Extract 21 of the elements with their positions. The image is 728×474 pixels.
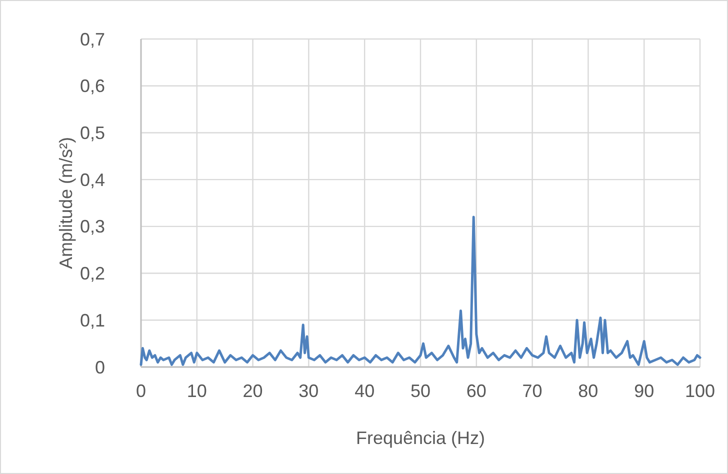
y-tick-label: 0,5: [80, 123, 105, 144]
x-tick-label: 70: [522, 381, 542, 401]
x-tick-label: 90: [634, 381, 654, 401]
x-tick-label: 10: [186, 381, 207, 401]
x-tick-label: 30: [298, 381, 319, 401]
x-axis-title: Frequência (Hz): [356, 428, 486, 448]
x-tick-label: 50: [410, 381, 431, 401]
y-tick-label: 0,3: [80, 216, 105, 237]
y-tick-label: 0,4: [80, 170, 105, 190]
y-tick-label: 0,6: [80, 76, 105, 96]
x-tick-label: 0: [136, 381, 146, 401]
y-tick-label: 0,1: [80, 310, 105, 330]
y-tick-label: 0,7: [80, 29, 105, 50]
x-tick-label: 100: [684, 381, 716, 401]
x-tick-label: 20: [242, 381, 263, 401]
x-tick-label: 40: [354, 381, 375, 401]
y-axis-title: Amplitude (m/s²): [56, 136, 76, 270]
x-tick-label: 80: [578, 381, 598, 401]
y-tick-label: 0: [94, 357, 105, 378]
x-tick-label: 60: [466, 381, 486, 401]
y-tick-label: 0,2: [80, 264, 105, 284]
